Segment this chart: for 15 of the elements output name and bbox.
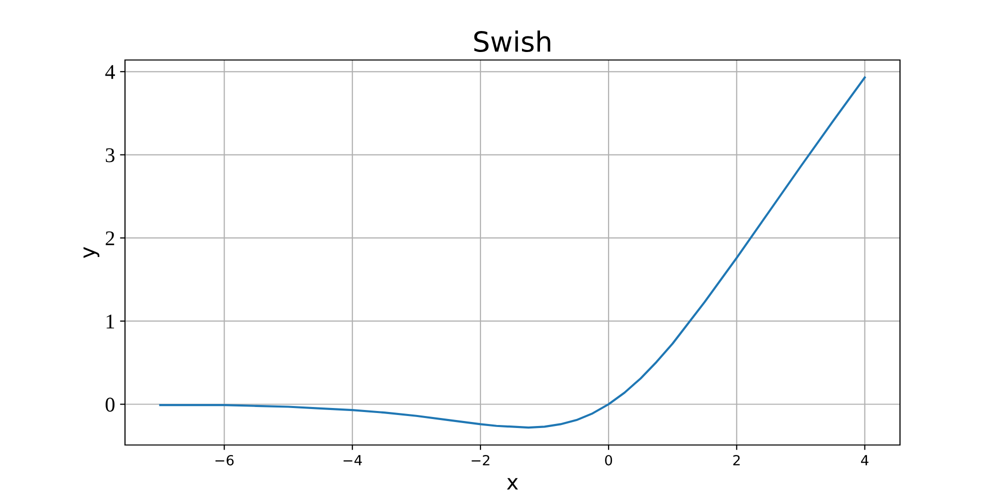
chart-title: Swish: [474, 30, 550, 52]
y-tick-label: 1: [106, 314, 114, 328]
y-tick-label: 2: [106, 231, 114, 246]
x-axis-title: x: [506, 478, 518, 490]
x-tick-label: −6: [216, 454, 234, 466]
x-tick-label: 4: [861, 455, 868, 466]
y-tick-label: 4: [105, 65, 115, 79]
x-tick-label: 0: [605, 454, 612, 466]
x-tick-label: −4: [344, 455, 362, 466]
x-tick-label: 2: [733, 454, 740, 466]
x-tick-label: −2: [472, 454, 490, 466]
y-tick-label: 3: [106, 148, 114, 162]
y-axis-title: y: [84, 246, 100, 258]
line-series: [159, 76, 866, 429]
y-tick-label: 0: [106, 398, 114, 412]
